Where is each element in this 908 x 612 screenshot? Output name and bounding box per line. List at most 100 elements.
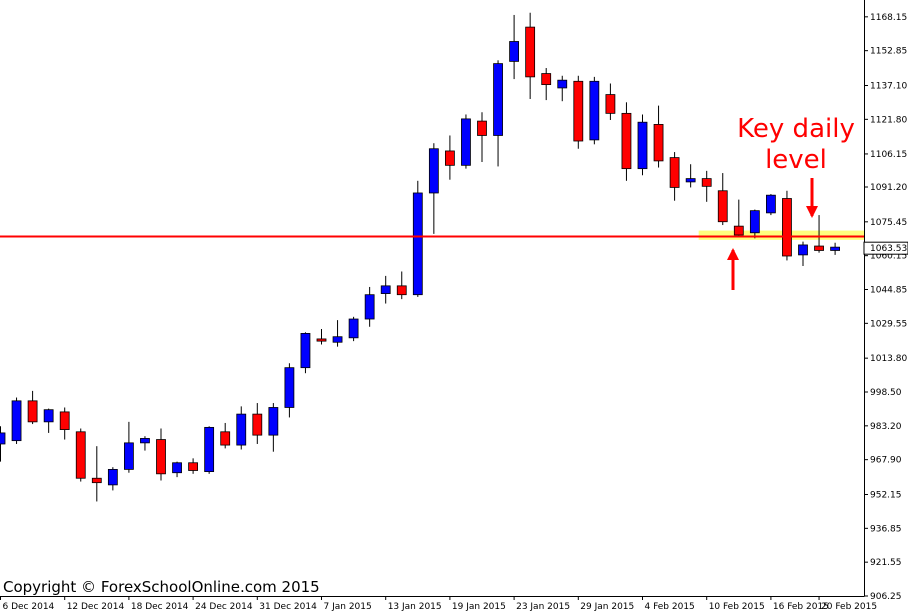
current-price-box <box>863 241 908 255</box>
candle <box>814 215 824 253</box>
candle-body <box>396 285 407 296</box>
candle-body <box>140 438 150 444</box>
candle <box>637 114 648 176</box>
y-tick-label: 1060.15 <box>870 252 907 262</box>
x-tick-label: 24 Dec 2014 <box>195 602 253 612</box>
candle <box>782 190 792 261</box>
candle <box>493 60 503 167</box>
candle <box>557 75 568 102</box>
candle-body <box>124 442 134 470</box>
candle <box>107 467 118 491</box>
candle-body <box>477 120 487 136</box>
candle-body <box>332 336 343 343</box>
x-tick-label: 6 Dec 2014 <box>3 602 55 612</box>
y-tick-label: 1075.45 <box>870 218 907 228</box>
candle-body <box>268 407 279 436</box>
candle-body <box>428 148 439 194</box>
candle <box>798 241 808 266</box>
key-level-zone <box>698 230 864 240</box>
candle <box>316 328 327 345</box>
candle-body <box>43 409 54 423</box>
candle <box>75 428 86 482</box>
candle <box>0 426 6 462</box>
y-tick-label: 936.85 <box>870 524 902 534</box>
candle-body <box>188 462 199 471</box>
y-tick-label: 1029.55 <box>870 319 907 329</box>
candle-body <box>348 318 359 339</box>
candle <box>766 194 776 216</box>
candle-body <box>509 41 520 62</box>
candle <box>220 422 231 449</box>
candle <box>701 170 712 202</box>
candle <box>830 242 840 255</box>
y-tick-label: 998.50 <box>870 388 902 398</box>
annotation-line2: level <box>765 145 827 175</box>
candle <box>188 458 199 474</box>
candle <box>11 397 22 444</box>
candle <box>733 199 744 238</box>
candle <box>525 12 536 99</box>
candle-body <box>172 462 182 474</box>
candle-body <box>11 400 22 442</box>
candle-body <box>557 79 568 89</box>
candle-body <box>749 210 760 234</box>
down-arrow-icon <box>806 178 818 218</box>
x-tick-label: 20 Feb 2015 <box>821 602 877 612</box>
candle-body <box>252 413 263 436</box>
y-tick-label: 1106.15 <box>870 150 907 160</box>
candle-body <box>717 190 728 223</box>
candle-body <box>300 332 311 369</box>
up-arrow-icon <box>727 248 739 290</box>
y-tick-label: 967.90 <box>870 456 902 466</box>
candle-body <box>0 432 6 445</box>
candle-body <box>107 468 118 486</box>
candle-body <box>589 80 600 141</box>
candle <box>749 209 760 239</box>
candle-body <box>27 400 38 423</box>
current-price-tag: 1063.53 <box>863 241 908 255</box>
candle-body <box>493 63 503 136</box>
candle <box>348 316 359 342</box>
candle-body <box>525 26 536 78</box>
level-zone-rect <box>698 230 864 240</box>
x-tick-label: 29 Jan 2015 <box>580 602 634 612</box>
candle <box>59 407 70 440</box>
candle <box>204 426 215 474</box>
candle <box>91 446 102 502</box>
annotations: Key daily level <box>737 114 855 175</box>
x-tick-label: 19 Jan 2015 <box>452 602 506 612</box>
candle <box>685 164 696 188</box>
candle-body <box>541 73 552 86</box>
candle-body <box>653 124 664 162</box>
candle <box>653 105 664 168</box>
candle <box>284 363 295 418</box>
candle-body <box>364 294 375 320</box>
candle <box>380 275 391 304</box>
candle-body <box>444 150 455 166</box>
annotation-line1: Key daily <box>737 114 855 144</box>
candle <box>332 320 343 347</box>
candle-body <box>605 94 616 114</box>
y-tick-label: 1013.80 <box>870 354 907 364</box>
candle <box>396 271 407 300</box>
candle <box>156 428 166 481</box>
candle-body <box>798 244 808 256</box>
arrow-head <box>727 248 739 260</box>
candle-body <box>685 178 696 183</box>
candle-body <box>830 246 840 251</box>
arrow-head <box>806 206 818 218</box>
candle-body <box>621 112 632 170</box>
y-tick-label: 1121.80 <box>870 115 907 125</box>
candle <box>669 152 680 201</box>
candle <box>43 408 54 433</box>
y-tick-label: 1152.85 <box>870 47 907 57</box>
candle-body <box>380 285 391 294</box>
x-tick-label: 12 Dec 2014 <box>67 602 125 612</box>
candle-body <box>236 413 247 446</box>
candle <box>605 83 616 120</box>
candle <box>461 114 471 169</box>
x-tick-label: 10 Feb 2015 <box>709 602 765 612</box>
candle-body <box>701 178 712 187</box>
